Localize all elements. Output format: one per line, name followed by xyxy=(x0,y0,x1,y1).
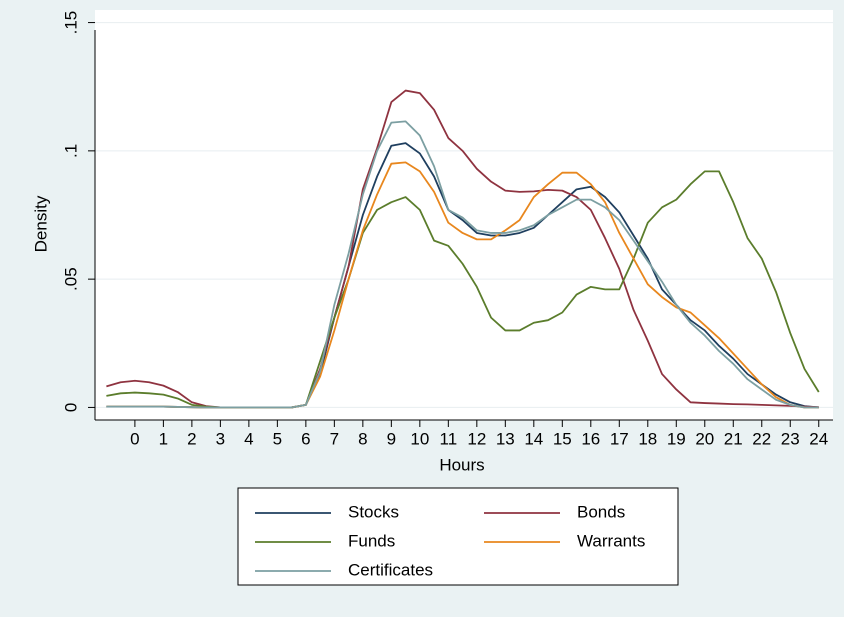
x-tick-label: 20 xyxy=(695,429,714,448)
x-tick-label: 8 xyxy=(358,429,367,448)
y-axis-title: Density xyxy=(31,195,50,252)
x-tick-label: 15 xyxy=(553,429,572,448)
x-tick-label: 4 xyxy=(244,429,253,448)
x-tick-label: 24 xyxy=(809,429,828,448)
x-axis-title: Hours xyxy=(439,455,484,474)
legend-label: Bonds xyxy=(577,502,625,521)
x-tick-label: 6 xyxy=(301,429,310,448)
y-tick-label: .15 xyxy=(61,11,80,35)
legend-box xyxy=(237,487,679,586)
x-tick-label: 16 xyxy=(581,429,600,448)
x-tick-label: 7 xyxy=(330,429,339,448)
x-tick-label: 0 xyxy=(130,429,139,448)
x-tick-label: 11 xyxy=(440,429,458,448)
line-series xyxy=(106,120,819,409)
y-tick-label: .05 xyxy=(61,267,80,291)
x-tick-label: 19 xyxy=(667,429,686,448)
x-tick-label: 5 xyxy=(273,429,282,448)
x-tick-label: 2 xyxy=(187,429,196,448)
legend-label: Certificates xyxy=(348,560,433,579)
plot-area xyxy=(95,10,833,420)
x-tick-label: 17 xyxy=(610,429,629,448)
legend-label: Warrants xyxy=(577,531,645,550)
x-tick-label: 1 xyxy=(159,429,168,448)
x-tick-label: 9 xyxy=(387,429,396,448)
x-tick-label: 12 xyxy=(467,429,486,448)
x-tick-label: 3 xyxy=(216,429,225,448)
x-tick-label: 10 xyxy=(410,429,429,448)
x-tick-label: 18 xyxy=(638,429,657,448)
x-tick-label: 21 xyxy=(724,429,743,448)
x-tick-label: 22 xyxy=(752,429,771,448)
x-tick-label: 13 xyxy=(496,429,515,448)
legend-label: Stocks xyxy=(348,502,399,521)
y-tick-label: .1 xyxy=(61,144,80,158)
y-tick-label: 0 xyxy=(61,403,80,412)
x-tick-label: 14 xyxy=(524,429,543,448)
legend-label: Funds xyxy=(348,531,395,550)
x-tick-label: 23 xyxy=(781,429,800,448)
